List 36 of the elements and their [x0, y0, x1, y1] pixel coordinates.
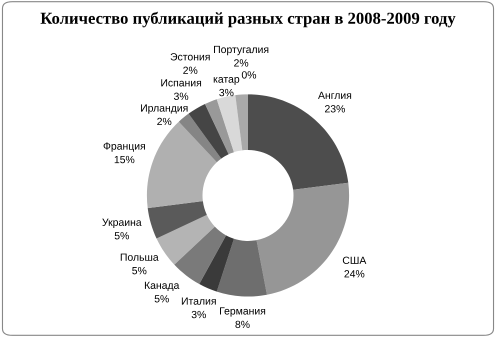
data-label: 2%	[183, 66, 198, 74]
data-label: 3%	[219, 88, 234, 96]
data-label: 3%	[174, 92, 188, 100]
slice-label: Канада	[144, 282, 180, 291]
data-label: 5%	[132, 266, 146, 274]
slice-label: Ирландия	[141, 104, 188, 114]
slice-label: Испания	[161, 79, 202, 86]
slice-label: Германия	[220, 307, 266, 317]
data-label: 2%	[157, 118, 172, 126]
data-label: 24%	[344, 270, 364, 278]
donut-slice	[199, 235, 234, 292]
donut-slice	[188, 104, 229, 159]
slice-label: Португалия	[214, 46, 268, 56]
slice-label: Польша	[120, 254, 159, 261]
data-label: 5%	[154, 295, 169, 302]
donut-slice	[148, 201, 207, 239]
slice-label: Франция	[104, 142, 145, 152]
donut-slice	[216, 238, 267, 297]
chart-title: Количество публикаций разных стран в 2008-2009 году	[40, 12, 456, 28]
data-label: 8%	[235, 320, 250, 328]
data-label: 3%	[192, 310, 206, 318]
donut-slice	[178, 114, 222, 162]
data-label: 5%	[114, 232, 129, 240]
donut-slice	[204, 99, 234, 154]
donut-slice	[216, 95, 242, 152]
data-label: 2%	[234, 59, 248, 67]
text: 0%	[242, 71, 256, 79]
slice-label: США	[342, 256, 366, 264]
slice-label: Украина	[102, 218, 142, 228]
slice-label: Англия	[318, 92, 352, 99]
slice-label: Италия	[182, 297, 216, 305]
data-label: 23%	[325, 105, 345, 112]
slice-label: катар	[214, 77, 240, 85]
data-label: 15%	[114, 156, 134, 164]
slice-label: Эстония	[170, 53, 210, 61]
donut-slice	[235, 94, 248, 150]
